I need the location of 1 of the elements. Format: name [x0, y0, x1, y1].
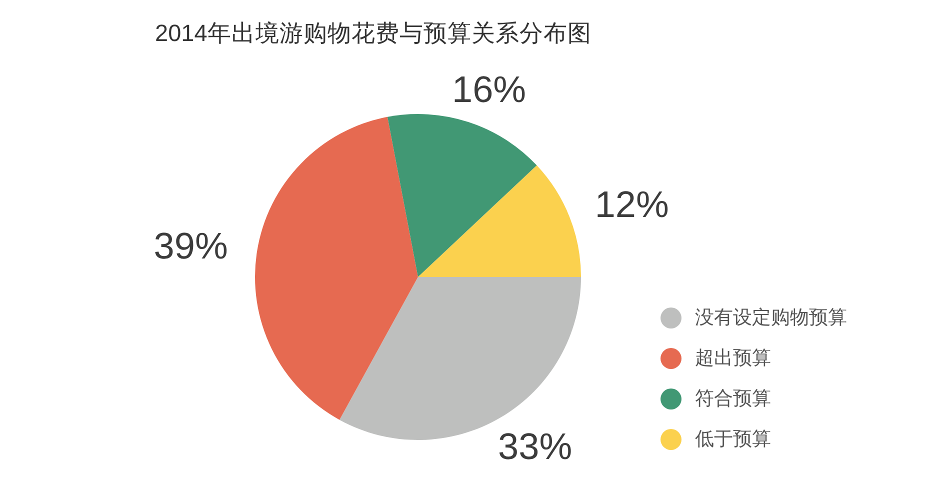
- title: 2014年出境游购物花费与预算关系分布图: [155, 20, 592, 46]
